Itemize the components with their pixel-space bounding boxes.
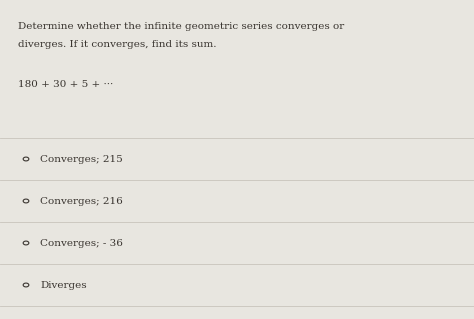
Text: Diverges: Diverges [40,280,87,290]
Text: 180 + 30 + 5 + ···: 180 + 30 + 5 + ··· [18,80,113,89]
Text: diverges. If it converges, find its sum.: diverges. If it converges, find its sum. [18,40,217,49]
Text: Converges; 216: Converges; 216 [40,197,123,205]
Text: Determine whether the infinite geometric series converges or: Determine whether the infinite geometric… [18,22,344,31]
Text: Converges; 215: Converges; 215 [40,154,123,164]
Text: Converges; - 36: Converges; - 36 [40,239,123,248]
